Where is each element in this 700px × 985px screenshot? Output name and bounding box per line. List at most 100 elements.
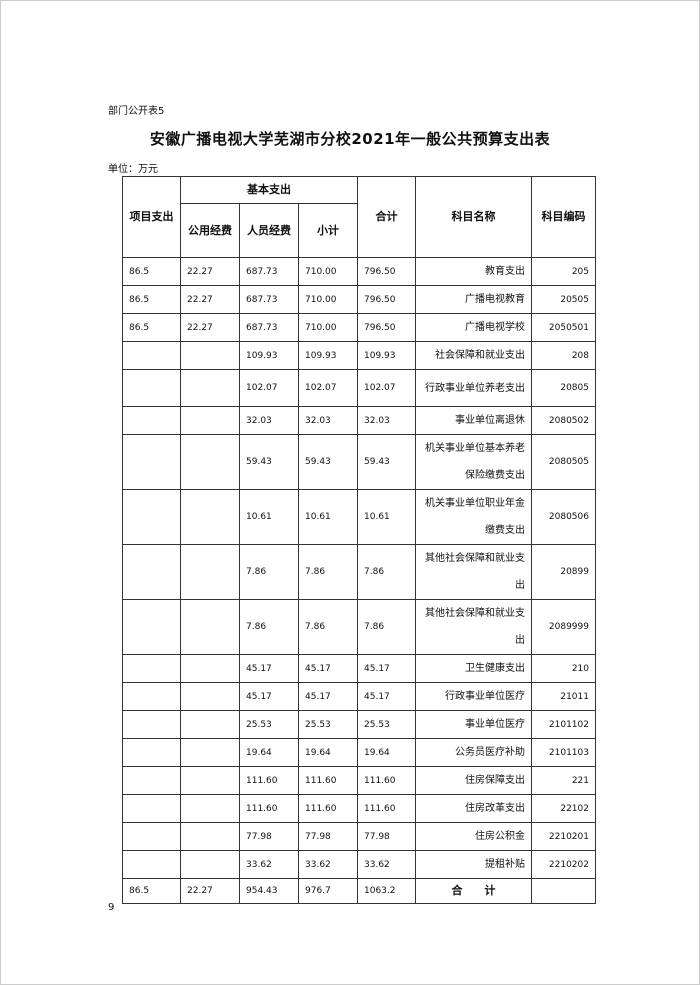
page-title: 安徽广播电视大学芜湖市分校2021年一般公共预算支出表 bbox=[149, 130, 551, 148]
table-row: 86.5 22.27 687.73 710.00 796.50 广播电视教育 20505 bbox=[122, 285, 596, 314]
cell-project bbox=[122, 406, 181, 435]
cell-project bbox=[122, 738, 181, 767]
cell-subtotal: 59.43 bbox=[298, 434, 358, 490]
cell-name: 广播电视学校 bbox=[415, 313, 532, 342]
cell-personnel: 32.03 bbox=[239, 406, 299, 435]
cell-code: 2101102 bbox=[531, 710, 596, 739]
cell-personnel: 45.17 bbox=[239, 654, 299, 683]
cell-personnel: 25.53 bbox=[239, 710, 299, 739]
cell-code: 20899 bbox=[531, 544, 596, 600]
cell-personnel: 19.64 bbox=[239, 738, 299, 767]
cell-code: 210 bbox=[531, 654, 596, 683]
cell-code: 2101103 bbox=[531, 738, 596, 767]
cell-personnel: 687.73 bbox=[239, 313, 299, 342]
cell-public: 22.27 bbox=[180, 257, 240, 286]
cell-code: 2080502 bbox=[531, 406, 596, 435]
totals-label: 合 计 bbox=[415, 878, 532, 904]
cell-code: 208 bbox=[531, 341, 596, 370]
header-name: 科目名称 bbox=[415, 176, 532, 258]
cell-total: 77.98 bbox=[357, 822, 416, 851]
cell-code: 21011 bbox=[531, 682, 596, 711]
cell-public bbox=[180, 710, 240, 739]
cell-project bbox=[122, 682, 181, 711]
cell-project bbox=[122, 822, 181, 851]
cell-code: 20505 bbox=[531, 285, 596, 314]
cell-code: 205 bbox=[531, 257, 596, 286]
header-code: 科目编码 bbox=[531, 176, 596, 258]
table-row: 25.53 25.53 25.53 事业单位医疗 2101102 bbox=[122, 710, 596, 739]
cell-personnel: 687.73 bbox=[239, 257, 299, 286]
cell-subtotal: 19.64 bbox=[298, 738, 358, 767]
cell-project bbox=[122, 850, 181, 879]
table-row: 45.17 45.17 45.17 卫生健康支出 210 bbox=[122, 654, 596, 683]
cell-subtotal: 111.60 bbox=[298, 794, 358, 823]
cell-subtotal: 10.61 bbox=[298, 489, 358, 545]
cell-project bbox=[122, 544, 181, 600]
cell-subtotal: 25.53 bbox=[298, 710, 358, 739]
cell-subtotal: 7.86 bbox=[298, 544, 358, 600]
cell-project bbox=[122, 341, 181, 370]
header-total: 合计 bbox=[357, 176, 416, 258]
budget-table: 项目支出 基本支出 合计 科目名称 科目编码 公用经费 人员经费 小计 86.5… bbox=[122, 176, 596, 904]
cell-public bbox=[180, 850, 240, 879]
cell-name: 事业单位离退休 bbox=[415, 406, 532, 435]
cell-total: 796.50 bbox=[357, 313, 416, 342]
cell-code: 22102 bbox=[531, 794, 596, 823]
unit-label: 单位：万元 bbox=[108, 164, 158, 175]
cell-project bbox=[122, 710, 181, 739]
header-subtotal: 小计 bbox=[298, 203, 358, 258]
cell-subtotal: 102.07 bbox=[298, 369, 358, 407]
cell-public bbox=[180, 682, 240, 711]
cell-personnel: 59.43 bbox=[239, 434, 299, 490]
cell-code: 2210201 bbox=[531, 822, 596, 851]
cell-name: 社会保障和就业支出 bbox=[415, 341, 532, 370]
cell-project bbox=[122, 794, 181, 823]
cell-code: 20805 bbox=[531, 369, 596, 407]
header-personnel: 人员经费 bbox=[239, 203, 299, 258]
cell-code: 2089999 bbox=[531, 599, 596, 655]
cell-personnel: 7.86 bbox=[239, 544, 299, 600]
cell-name: 行政事业单位医疗 bbox=[415, 682, 532, 711]
total-project: 86.5 bbox=[122, 878, 181, 904]
cell-subtotal: 710.00 bbox=[298, 313, 358, 342]
cell-public bbox=[180, 544, 240, 600]
cell-code: 2210202 bbox=[531, 850, 596, 879]
cell-project: 86.5 bbox=[122, 285, 181, 314]
header-basic: 基本支出 bbox=[180, 176, 358, 204]
cell-total: 32.03 bbox=[357, 406, 416, 435]
cell-total: 19.64 bbox=[357, 738, 416, 767]
cell-personnel: 111.60 bbox=[239, 794, 299, 823]
table-row: 59.43 59.43 59.43 机关事业单位基本养老保险缴费支出 2080505 bbox=[122, 434, 596, 490]
cell-public bbox=[180, 369, 240, 407]
table-row: 32.03 32.03 32.03 事业单位离退休 2080502 bbox=[122, 406, 596, 435]
table-row: 102.07 102.07 102.07 行政事业单位养老支出 20805 bbox=[122, 369, 596, 407]
cell-code: 2080505 bbox=[531, 434, 596, 490]
table-row: 109.93 109.93 109.93 社会保障和就业支出 208 bbox=[122, 341, 596, 370]
cell-personnel: 33.62 bbox=[239, 850, 299, 879]
cell-subtotal: 33.62 bbox=[298, 850, 358, 879]
total-subtotal: 976.7 bbox=[298, 878, 358, 904]
cell-public bbox=[180, 794, 240, 823]
cell-name: 住房改革支出 bbox=[415, 794, 532, 823]
table-row: 10.61 10.61 10.61 机关事业单位职业年金缴费支出 2080506 bbox=[122, 489, 596, 545]
cell-project bbox=[122, 369, 181, 407]
cell-subtotal: 32.03 bbox=[298, 406, 358, 435]
cell-total: 7.86 bbox=[357, 544, 416, 600]
cell-total: 33.62 bbox=[357, 850, 416, 879]
cell-personnel: 10.61 bbox=[239, 489, 299, 545]
cell-personnel: 77.98 bbox=[239, 822, 299, 851]
cell-subtotal: 111.60 bbox=[298, 766, 358, 795]
cell-project bbox=[122, 599, 181, 655]
cell-public bbox=[180, 766, 240, 795]
page-number: 9 bbox=[108, 902, 115, 913]
cell-public bbox=[180, 599, 240, 655]
header-project: 项目支出 bbox=[122, 176, 181, 258]
total-personnel: 954.43 bbox=[239, 878, 299, 904]
cell-project bbox=[122, 434, 181, 490]
totals-code bbox=[531, 878, 596, 904]
cell-public bbox=[180, 489, 240, 545]
cell-subtotal: 45.17 bbox=[298, 682, 358, 711]
cell-name: 提租补贴 bbox=[415, 850, 532, 879]
cell-project: 86.5 bbox=[122, 313, 181, 342]
cell-project bbox=[122, 766, 181, 795]
